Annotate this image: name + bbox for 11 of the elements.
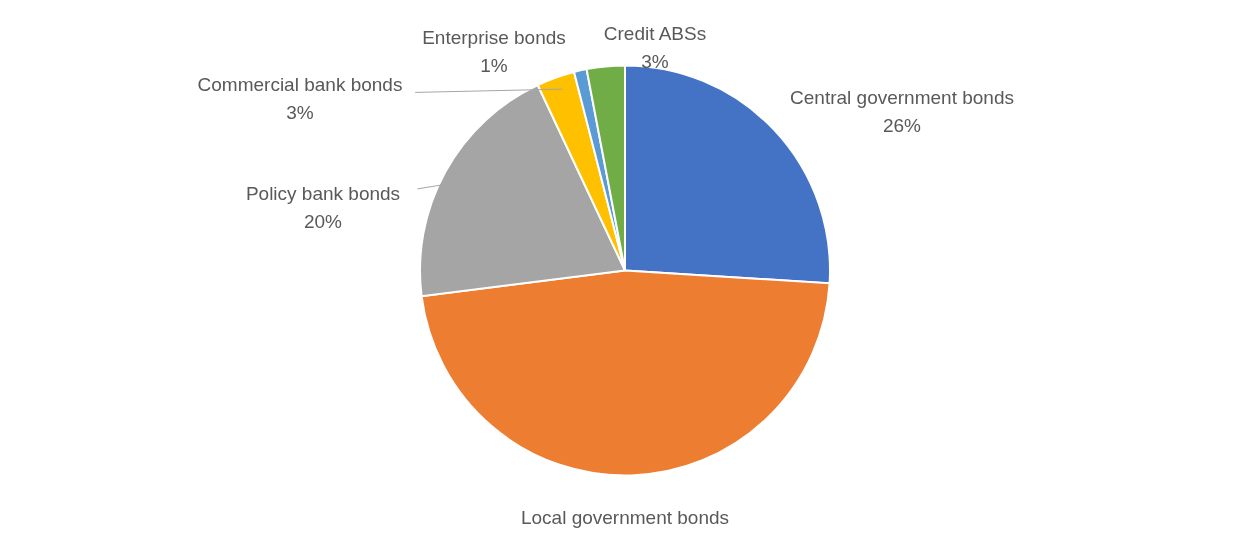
data-label: 26% [882,115,922,136]
slice-label: Enterprise bonds [422,27,566,48]
slice-label: Commercial bank bonds [197,74,403,95]
data-label: 20% [303,211,343,232]
data-label: 3% [286,102,314,123]
slice-label: Central government bonds [790,87,1014,108]
slice-label: Policy bank bonds [245,183,401,204]
slice-label: Credit ABSs [603,23,707,44]
data-label: 3% [641,51,669,72]
slice-label: Local government bonds [520,507,730,528]
data-label: 1% [480,55,508,76]
